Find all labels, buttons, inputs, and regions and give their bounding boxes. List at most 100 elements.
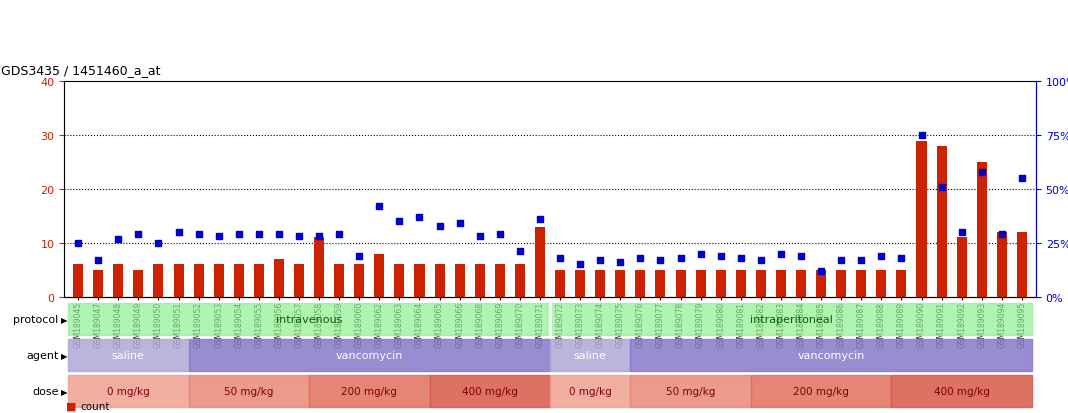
Point: [331, 231, 348, 238]
Point: [130, 231, 147, 238]
Bar: [154, 265, 163, 297]
Point: [350, 253, 367, 259]
Point: [411, 214, 428, 221]
Bar: [435, 265, 444, 297]
Point: [1014, 176, 1031, 182]
Point: [752, 257, 769, 264]
Point: [893, 255, 910, 261]
Point: [712, 253, 729, 259]
Text: saline: saline: [112, 350, 145, 361]
Text: 50 mg/kg: 50 mg/kg: [665, 386, 716, 396]
Point: [733, 255, 750, 261]
Point: [311, 233, 328, 240]
Bar: [189, 375, 309, 407]
Text: count: count: [80, 401, 110, 411]
Bar: [73, 265, 83, 297]
Bar: [374, 254, 384, 297]
Point: [833, 257, 850, 264]
Bar: [474, 265, 485, 297]
Bar: [615, 270, 626, 297]
Bar: [93, 270, 104, 297]
Point: [69, 240, 87, 247]
Bar: [695, 270, 706, 297]
Bar: [1017, 233, 1027, 297]
Bar: [977, 163, 987, 297]
Point: [90, 257, 107, 264]
Bar: [314, 238, 324, 297]
Text: agent: agent: [27, 350, 59, 361]
Bar: [550, 339, 630, 371]
Point: [933, 184, 951, 191]
Bar: [193, 265, 204, 297]
Bar: [836, 270, 846, 297]
Point: [651, 257, 669, 264]
Point: [772, 251, 789, 257]
Bar: [635, 270, 645, 297]
Bar: [173, 265, 184, 297]
Text: ▶: ▶: [61, 351, 67, 360]
Bar: [334, 265, 344, 297]
Point: [210, 233, 227, 240]
Text: 0 mg/kg: 0 mg/kg: [107, 386, 150, 396]
Point: [290, 233, 308, 240]
Bar: [113, 265, 123, 297]
Text: saline: saline: [574, 350, 607, 361]
Bar: [535, 227, 545, 297]
Bar: [656, 270, 665, 297]
Bar: [254, 265, 264, 297]
Point: [913, 133, 930, 139]
Point: [231, 231, 248, 238]
Bar: [595, 270, 606, 297]
Bar: [937, 147, 946, 297]
Point: [571, 261, 588, 268]
Text: GDS3435 / 1451460_a_at: GDS3435 / 1451460_a_at: [1, 64, 160, 77]
Bar: [555, 270, 565, 297]
Bar: [716, 270, 726, 297]
Bar: [896, 270, 907, 297]
Text: 200 mg/kg: 200 mg/kg: [794, 386, 849, 396]
Bar: [756, 270, 766, 297]
Bar: [429, 375, 550, 407]
Text: 400 mg/kg: 400 mg/kg: [933, 386, 990, 396]
Bar: [134, 270, 143, 297]
Bar: [414, 265, 424, 297]
Point: [532, 216, 549, 223]
Point: [250, 231, 267, 238]
Bar: [214, 265, 223, 297]
Point: [973, 169, 990, 176]
Point: [953, 229, 970, 236]
Bar: [776, 270, 786, 297]
Bar: [916, 141, 927, 297]
Text: protocol: protocol: [14, 314, 59, 325]
Bar: [273, 259, 284, 297]
Bar: [796, 270, 806, 297]
Bar: [576, 270, 585, 297]
Bar: [877, 270, 886, 297]
Bar: [68, 304, 550, 335]
Bar: [996, 233, 1007, 297]
Point: [270, 231, 287, 238]
Text: ▶: ▶: [61, 315, 67, 324]
Bar: [857, 270, 866, 297]
Bar: [816, 270, 827, 297]
Bar: [68, 339, 189, 371]
Point: [471, 233, 488, 240]
Point: [873, 253, 890, 259]
Point: [170, 229, 187, 236]
Text: 0 mg/kg: 0 mg/kg: [569, 386, 612, 396]
Text: 400 mg/kg: 400 mg/kg: [461, 386, 518, 396]
Bar: [355, 265, 364, 297]
Bar: [394, 265, 405, 297]
Point: [431, 223, 449, 229]
Bar: [189, 339, 550, 371]
Point: [813, 268, 830, 275]
Point: [692, 251, 709, 257]
Bar: [494, 265, 505, 297]
Text: 50 mg/kg: 50 mg/kg: [224, 386, 273, 396]
Bar: [234, 265, 244, 297]
Bar: [550, 375, 630, 407]
Text: intraperitoneal: intraperitoneal: [750, 314, 832, 325]
Bar: [630, 375, 751, 407]
Point: [371, 204, 388, 210]
Text: vancomycin: vancomycin: [798, 350, 865, 361]
